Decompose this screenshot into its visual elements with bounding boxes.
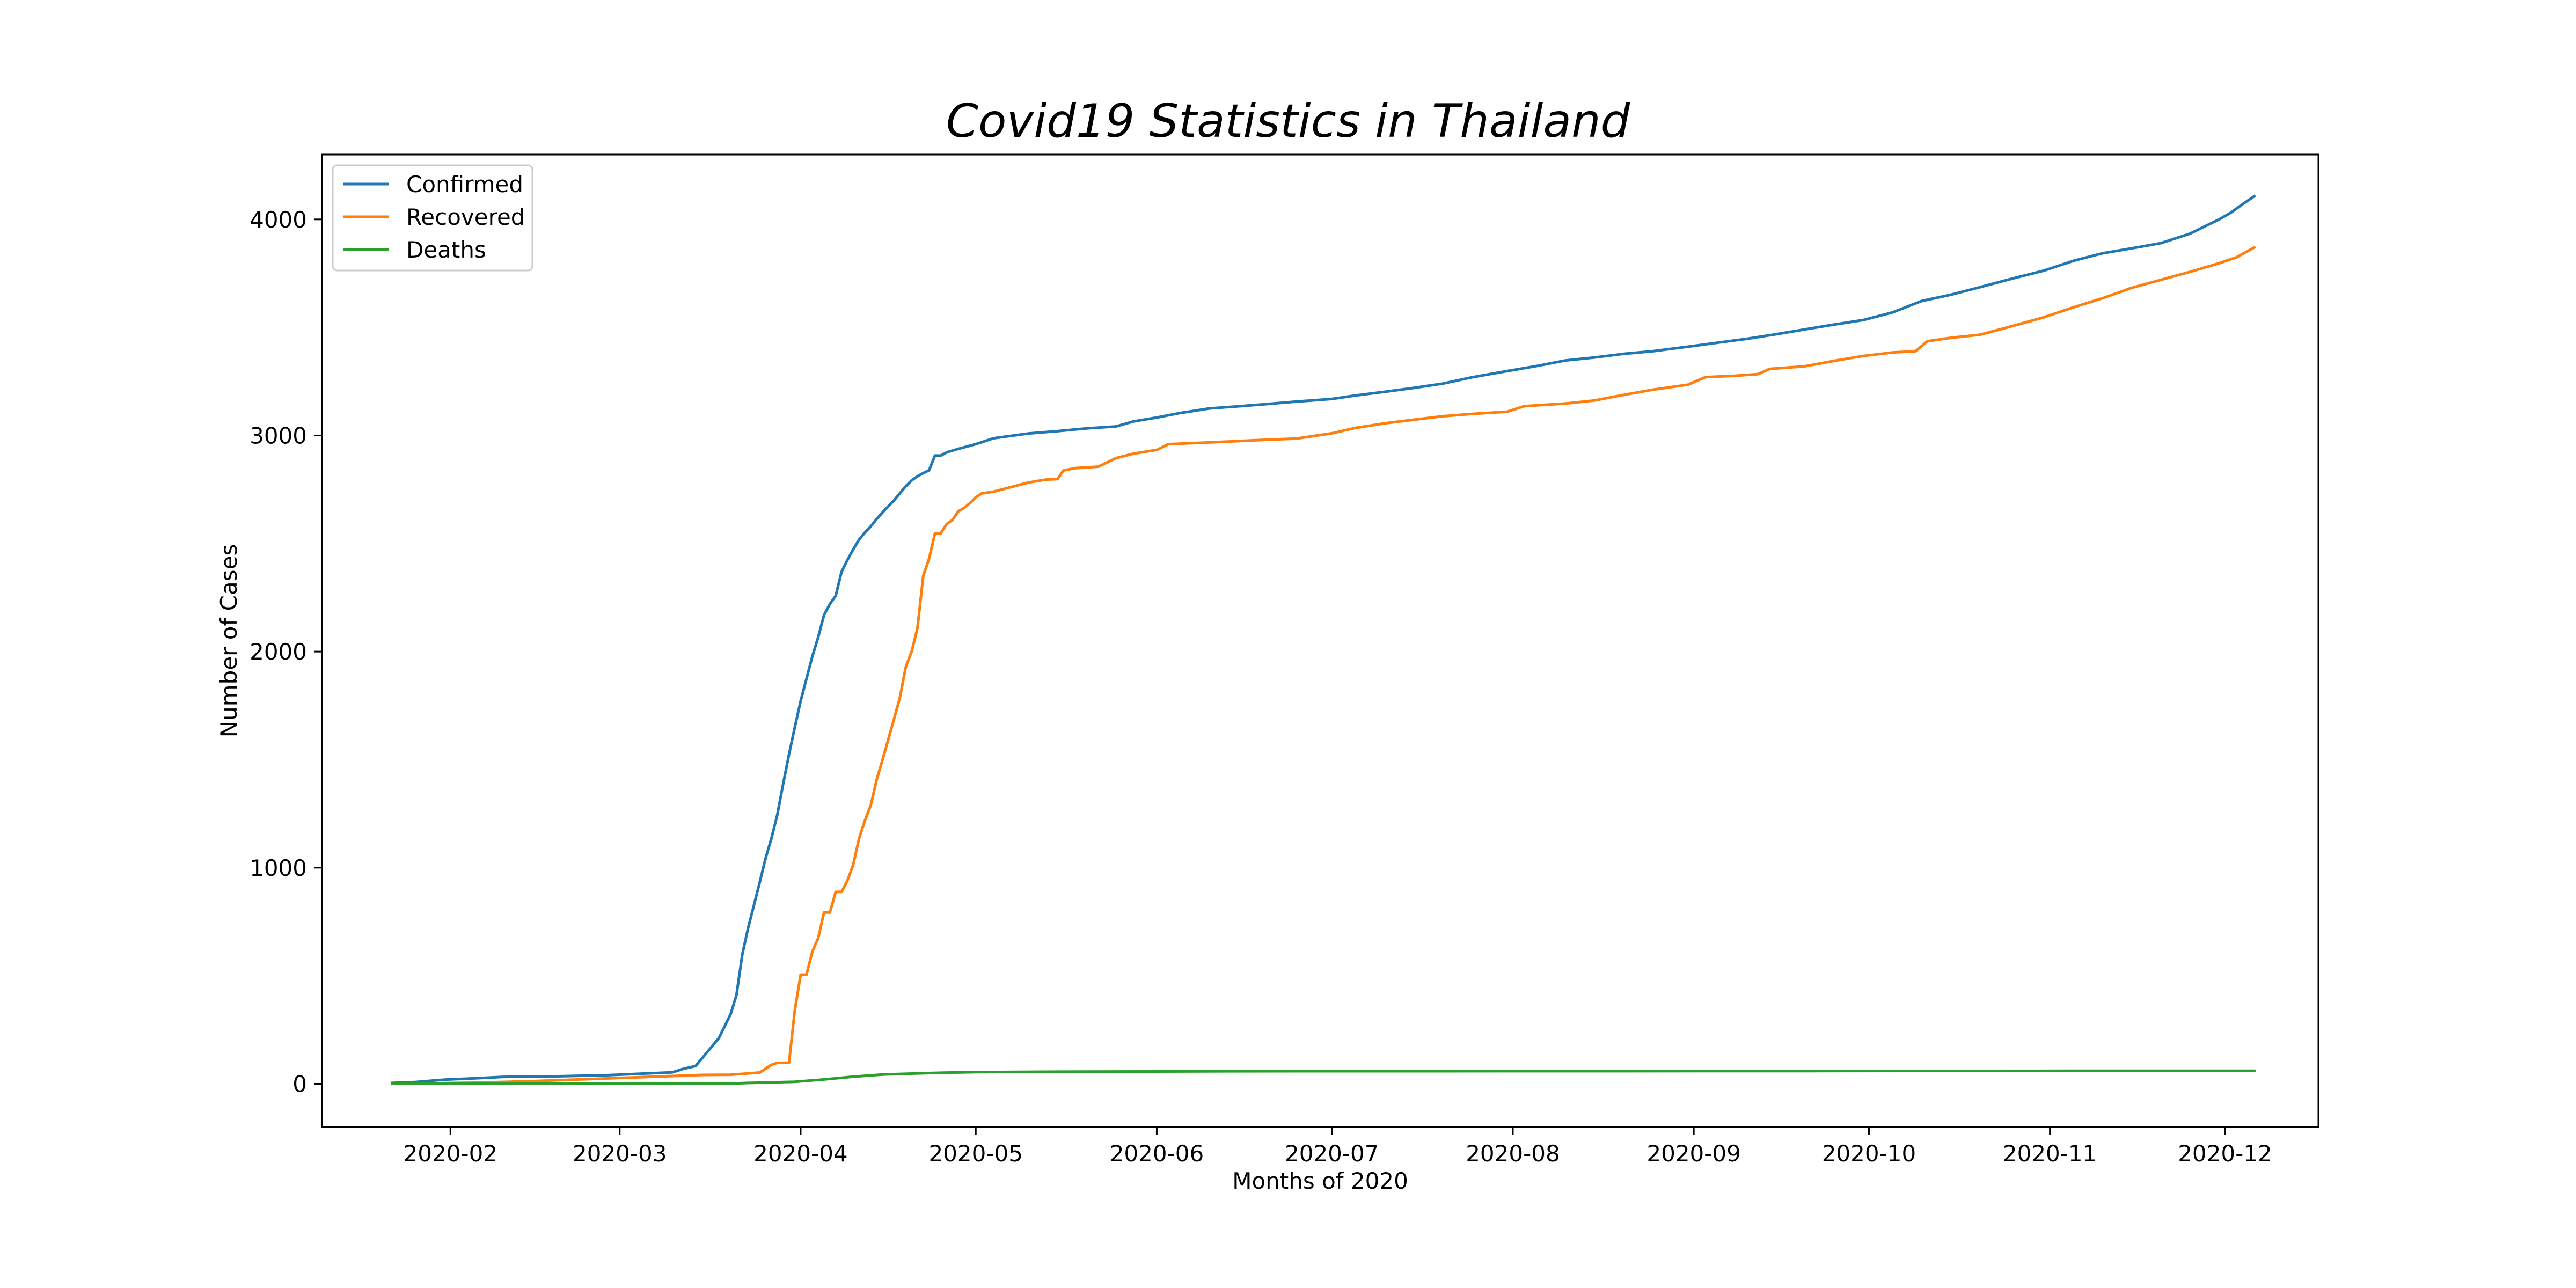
x-tick-label: 2020-09 (1646, 1140, 1741, 1167)
y-tick-label: 4000 (250, 207, 307, 233)
y-axis: 0 1000 2000 3000 4000 (250, 207, 322, 1097)
plot-frame (321, 153, 2319, 1128)
x-tick-label: 2020-02 (404, 1140, 498, 1167)
x-tick-label: 2020-07 (1285, 1140, 1379, 1167)
y-tick-label: 0 (292, 1071, 307, 1097)
x-tick-label: 2020-08 (1466, 1140, 1560, 1167)
x-tick-label: 2020-12 (2178, 1140, 2272, 1167)
series-line-deaths (390, 1069, 2256, 1086)
chart-title: Covid19 Statistics in Thailand (946, 94, 1630, 148)
plot-area (321, 153, 2319, 1128)
legend-label-deaths: Deaths (406, 237, 486, 263)
series-line-confirmed (390, 194, 2256, 1085)
x-tick-label: 2020-10 (1822, 1140, 1916, 1167)
legend-label-recovered: Recovered (406, 204, 525, 230)
legend-label-confirmed: Confirmed (406, 171, 523, 197)
y-tick-label: 1000 (250, 855, 307, 881)
x-tick-label: 2020-04 (753, 1140, 848, 1167)
x-tick-label: 2020-11 (2003, 1140, 2097, 1167)
x-axis-label: Months of 2020 (1232, 1168, 1408, 1194)
y-tick-label: 3000 (250, 422, 307, 449)
x-axis: 2020-02 2020-03 2020-04 2020-05 2020-06 2020-… (404, 1127, 2272, 1167)
legend: Confirmed Recovered Deaths (332, 164, 533, 272)
series-layer (390, 194, 2256, 1086)
legend-box (332, 164, 533, 272)
y-tick-label: 2000 (250, 639, 307, 665)
x-tick-label: 2020-03 (573, 1140, 667, 1167)
y-axis-label: Number of Cases (216, 544, 242, 738)
x-tick-label: 2020-05 (928, 1140, 1023, 1167)
x-tick-label: 2020-06 (1110, 1140, 1204, 1167)
series-line-recovered (390, 245, 2256, 1086)
